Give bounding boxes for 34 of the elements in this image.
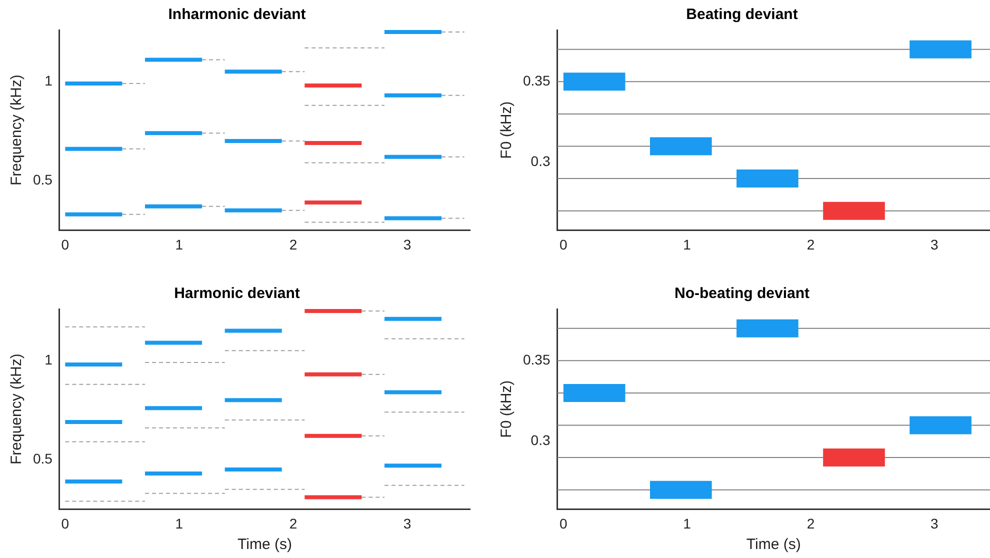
x-tick-label: 2 xyxy=(806,515,815,532)
x-tick-label: 2 xyxy=(289,515,298,532)
x-tick-label: 2 xyxy=(806,236,815,252)
x-tick-label: 3 xyxy=(403,236,412,252)
x-axis-title: Time (s) xyxy=(238,536,292,554)
y-tick-label: 0.3 xyxy=(530,432,550,448)
x-tick-label: 0 xyxy=(61,515,70,532)
x-tick-label: 3 xyxy=(930,515,938,532)
x-axis-title: Time (s) xyxy=(746,536,801,554)
y-tick-label: 0.35 xyxy=(523,352,550,368)
y-axis-title: F0 (kHz) xyxy=(498,380,516,438)
y-axis-title: F0 (kHz) xyxy=(498,101,516,159)
chart-title: Harmonic deviant xyxy=(174,285,300,302)
x-tick-label: 0 xyxy=(560,515,568,532)
x-tick-label: 0 xyxy=(560,236,568,252)
x-tick-label: 2 xyxy=(289,236,298,252)
x-tick-label: 1 xyxy=(683,236,692,252)
y-tick-label: 1 xyxy=(44,351,53,368)
chart-title: Inharmonic deviant xyxy=(168,6,306,24)
x-tick-label: 3 xyxy=(403,515,412,532)
y-tick-label: 0.35 xyxy=(523,72,550,89)
x-tick-label: 1 xyxy=(175,515,184,532)
x-tick-label: 0 xyxy=(61,236,70,252)
chart-title: Beating deviant xyxy=(686,6,798,24)
y-axis-title: Frequency (kHz) xyxy=(8,354,26,465)
x-tick-label: 3 xyxy=(930,236,938,252)
chart-title: No-beating deviant xyxy=(674,285,810,302)
x-tick-label: 1 xyxy=(683,515,692,532)
y-tick-label: 0.5 xyxy=(32,172,53,188)
y-axis-title: Frequency (kHz) xyxy=(8,74,26,186)
y-tick-label: 1 xyxy=(44,72,53,88)
y-tick-label: 0.3 xyxy=(530,153,550,170)
x-tick-label: 1 xyxy=(175,236,184,252)
y-tick-label: 0.5 xyxy=(32,450,53,467)
